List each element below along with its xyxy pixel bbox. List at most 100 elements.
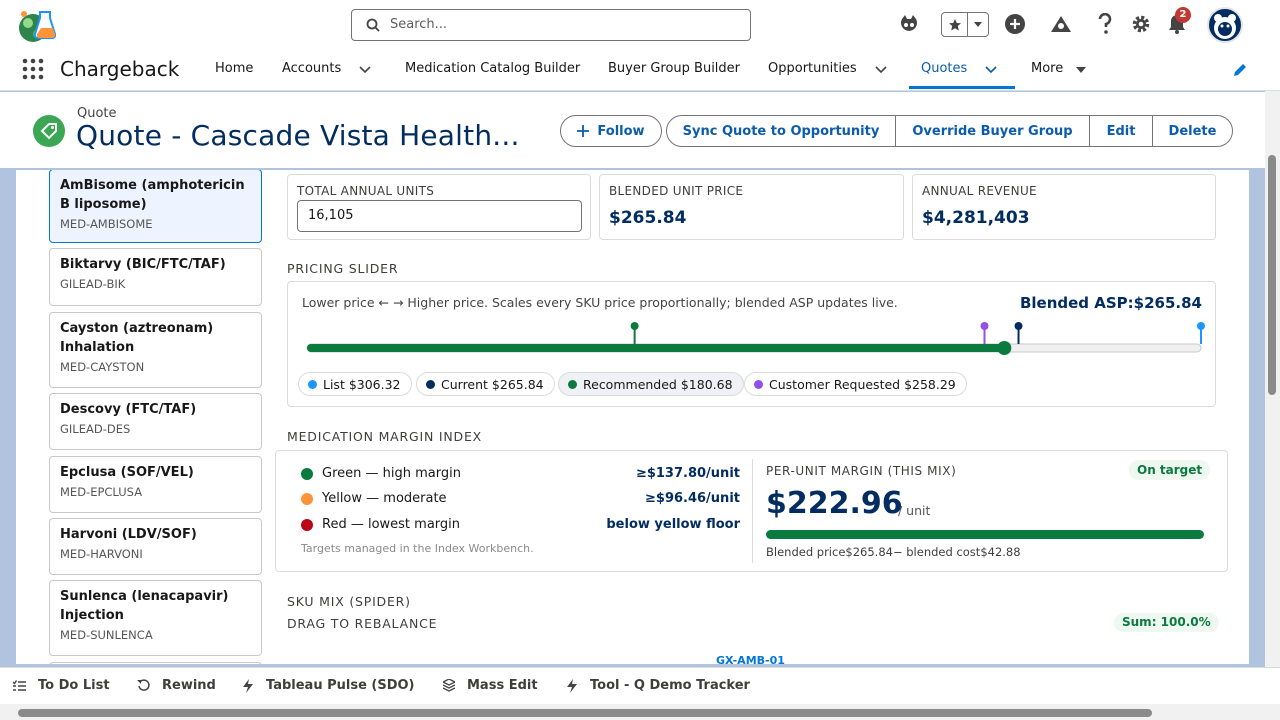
sku-card[interactable]: AmBisome (amphotericin B liposome) MED-A… bbox=[49, 170, 262, 243]
blended-price-value: $265.84 bbox=[609, 208, 687, 228]
current-dot-icon bbox=[426, 379, 435, 389]
sku-mix-heading: SKU MIX (SPIDER) bbox=[287, 594, 411, 609]
nav-tab-quotes[interactable]: Quotes bbox=[921, 61, 968, 76]
list-dot-icon bbox=[308, 379, 317, 389]
pricing-slider-hint: Lower price ← → Higher price. Scales eve… bbox=[302, 295, 898, 310]
annual-revenue-label: ANNUAL REVENUE bbox=[922, 184, 1037, 198]
utility-to-do-list[interactable]: To Do List bbox=[13, 678, 110, 693]
sku-card[interactable]: Biktarvy (BIC/FTC/TAF) GILEAD-BIK bbox=[49, 248, 262, 306]
sku-card[interactable]: Descovy (FTC/TAF) GILEAD-DES bbox=[49, 393, 262, 450]
opportunities-chevron-down-icon[interactable] bbox=[873, 62, 889, 78]
nav-tab-opportunities[interactable]: Opportunities bbox=[768, 61, 857, 76]
margin-breakdown: Blended price$265.84− blended cost$42.88 bbox=[766, 545, 1021, 559]
horizontal-scroll-thumb[interactable] bbox=[18, 709, 1152, 717]
nav-tab-more[interactable]: More bbox=[1031, 61, 1064, 76]
sku-card[interactable]: Sunlenca (lenacapavir) Injection MED-SUN… bbox=[49, 580, 262, 656]
sync-quote-to-opportunity-button[interactable]: Sync Quote to Opportunity bbox=[667, 116, 896, 146]
edit-button[interactable]: Edit bbox=[1090, 116, 1153, 146]
sku-name: Biktarvy (BIC/FTC/TAF) bbox=[60, 257, 226, 272]
trailhead-guidance-icon[interactable] bbox=[1048, 11, 1074, 37]
spider-axis-label[interactable]: GX-AMB-01 bbox=[716, 654, 785, 664]
sku-card[interactable]: Harvoni (LDV/SOF) MED-HARVONI bbox=[49, 518, 262, 575]
chevron-down-icon[interactable] bbox=[968, 13, 988, 36]
sku-card[interactable]: Cayston (aztreonam) Inhalation MED-CAYST… bbox=[49, 312, 262, 388]
record-actions-button-group: Sync Quote to Opportunity Override Buyer… bbox=[666, 115, 1233, 147]
accounts-chevron-down-icon[interactable] bbox=[357, 62, 373, 78]
list-price-chip: List $306.32 bbox=[298, 372, 412, 396]
sku-card[interactable]: Epclusa (SOF/VEL) MED-EPCLUSA bbox=[49, 456, 262, 513]
sku-card[interactable] bbox=[49, 662, 262, 664]
quotes-chevron-down-icon[interactable] bbox=[983, 62, 999, 78]
sku-name: Epclusa (SOF/VEL) bbox=[60, 465, 194, 480]
list-chip-label: List $306.32 bbox=[323, 376, 401, 392]
nav-tab-home[interactable]: Home bbox=[215, 61, 254, 76]
utility-mass-edit[interactable]: Mass Edit bbox=[443, 678, 538, 693]
lightning-bolt-icon bbox=[567, 678, 577, 693]
annual-revenue-value: $4,281,403 bbox=[922, 208, 1030, 228]
per-unit-margin-label: PER-UNIT MARGIN (THIS MIX) bbox=[766, 464, 957, 478]
blended-cost-amount: $42.88 bbox=[980, 545, 1021, 559]
nav-tab-medication-catalog-builder[interactable]: Medication Catalog Builder bbox=[405, 61, 581, 76]
sku-mix-sum-badge: Sum: 100.0% bbox=[1114, 613, 1219, 632]
more-caret-down-icon[interactable] bbox=[1073, 62, 1089, 78]
legend-yellow: Yellow — moderate bbox=[301, 491, 447, 506]
favorites-button[interactable] bbox=[941, 12, 989, 37]
pricing-slider[interactable] bbox=[288, 312, 1217, 362]
blended-price-label: BLENDED UNIT PRICE bbox=[609, 184, 744, 198]
total-units-input[interactable]: 16,105 bbox=[297, 200, 582, 232]
vertical-scroll-thumb[interactable] bbox=[1268, 155, 1276, 395]
sku-name: Descovy (FTC/TAF) bbox=[60, 402, 197, 417]
app-launcher-waffle-icon[interactable] bbox=[22, 58, 44, 80]
rewind-icon bbox=[137, 679, 150, 691]
star-icon[interactable] bbox=[942, 13, 968, 36]
margin-status-badge: On target bbox=[1129, 460, 1211, 480]
delete-button[interactable]: Delete bbox=[1168, 123, 1217, 139]
edit-nav-pencil-icon[interactable] bbox=[1232, 62, 1248, 78]
blended-asp-label: Blended ASP: bbox=[1019, 294, 1134, 312]
total-annual-units-card: TOTAL ANNUAL UNITS 16,105 bbox=[287, 174, 591, 240]
override-buyer-group-button[interactable]: Override Buyer Group bbox=[896, 116, 1090, 146]
utility-rewind[interactable]: Rewind bbox=[137, 678, 216, 693]
quote-workspace: AmBisome (amphotericin B liposome) MED-A… bbox=[16, 170, 1249, 664]
utility-label: Tableau Pulse (SDO) bbox=[266, 678, 415, 693]
search-placeholder: Search... bbox=[390, 17, 448, 32]
margin-footnote: Targets managed in the Index Workbench. bbox=[301, 542, 534, 555]
record-title: Quote - Cascade Vista Health... bbox=[76, 119, 520, 152]
global-actions-add-icon[interactable] bbox=[1002, 11, 1028, 37]
user-avatar[interactable] bbox=[1207, 7, 1243, 43]
sku-code: MED-SUNLENCA bbox=[60, 628, 153, 642]
search-icon bbox=[366, 18, 380, 32]
sku-code: MED-EPCLUSA bbox=[60, 485, 143, 499]
list-marker-dot bbox=[1197, 322, 1205, 330]
pricing-slider-card: Lower price ← → Higher price. Scales eve… bbox=[287, 281, 1216, 407]
app-logo-icon[interactable] bbox=[16, 8, 56, 44]
slider-thumb[interactable] bbox=[997, 341, 1012, 355]
blended-price-text: Blended price bbox=[766, 545, 846, 559]
global-search-input[interactable]: Search... bbox=[351, 9, 751, 41]
follow-button-label: Follow bbox=[597, 123, 645, 139]
help-icon[interactable] bbox=[1092, 11, 1118, 37]
margin-divider bbox=[752, 459, 753, 563]
sku-code: MED-AMBISOME bbox=[60, 217, 153, 231]
margin-progress-fill bbox=[766, 530, 1204, 539]
customer-requested-marker-dot bbox=[980, 322, 989, 330]
sku-code: MED-CAYSTON bbox=[60, 360, 145, 374]
current-marker-dot bbox=[1014, 322, 1023, 330]
per-unit-margin-value: $222.96 bbox=[766, 486, 903, 521]
margin-legend: Green — high margin ≥$137.80/unit Yellow… bbox=[276, 451, 754, 571]
slider-fill bbox=[307, 344, 1005, 352]
recommended-price-chip[interactable]: Recommended $180.68 bbox=[558, 372, 744, 396]
vertical-scrollbar[interactable] bbox=[1265, 91, 1280, 704]
nav-tab-buyer-group-builder[interactable]: Buyer Group Builder bbox=[608, 61, 741, 76]
margin-index-card: Green — high margin ≥$137.80/unit Yellow… bbox=[275, 450, 1228, 572]
utility-q-demo-tracker[interactable]: Tool - Q Demo Tracker bbox=[566, 678, 750, 693]
utility-tableau-pulse[interactable]: Tableau Pulse (SDO) bbox=[242, 678, 415, 693]
einstein-assistant-icon[interactable] bbox=[896, 11, 922, 37]
follow-button[interactable]: Follow bbox=[560, 115, 662, 147]
nav-tab-accounts[interactable]: Accounts bbox=[282, 61, 342, 76]
horizontal-scrollbar[interactable] bbox=[0, 704, 1280, 720]
gear-icon[interactable] bbox=[1128, 11, 1154, 37]
legend-yellow-value: ≥$96.46/unit bbox=[645, 491, 740, 506]
layers-icon bbox=[443, 679, 455, 692]
utility-bar: To Do List Rewind Tableau Pulse (SDO) Ma… bbox=[0, 667, 1280, 704]
